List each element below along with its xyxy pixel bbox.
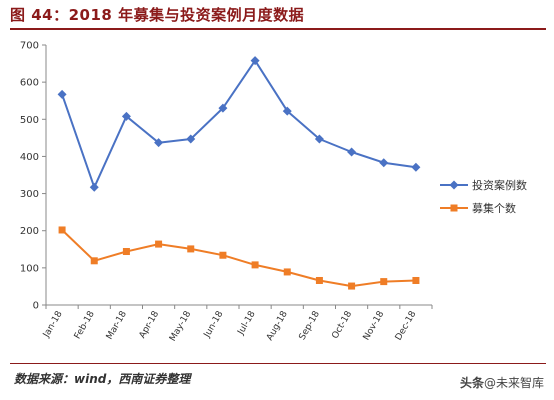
- watermark-handle: @未来智库: [483, 376, 544, 390]
- y-tick-label: 0: [33, 301, 39, 312]
- x-tick-label: Mar-18: [105, 309, 129, 341]
- data-point-diamond: [154, 138, 164, 148]
- x-tick-label: Apr-18: [138, 309, 162, 340]
- legend-label: 募集个数: [472, 201, 516, 215]
- data-point-square: [122, 248, 130, 256]
- x-tick-label: Jul-18: [236, 309, 258, 337]
- data-point-square: [58, 226, 66, 234]
- series-lines: [61, 59, 417, 288]
- watermark: 头条@未来智库: [460, 374, 544, 391]
- data-point-square: [283, 268, 291, 276]
- data-point-square: [348, 282, 356, 290]
- data-point-square: [315, 276, 323, 284]
- legend-marker-diamond: [449, 180, 459, 190]
- x-tick-label: Sep-18: [298, 309, 323, 342]
- x-tick-label: Feb-18: [73, 309, 97, 341]
- data-point-diamond: [347, 147, 357, 157]
- y-tick-label: 100: [20, 263, 39, 274]
- y-tick-label: 700: [20, 41, 39, 52]
- bottom-rule: [10, 363, 546, 364]
- x-tick-label: Oct-18: [330, 309, 354, 340]
- x-tick-label: Dec-18: [394, 309, 419, 342]
- data-point-diamond: [411, 162, 421, 172]
- data-point-diamond: [89, 182, 99, 192]
- y-tick-label: 200: [20, 226, 39, 237]
- data-point-diamond: [218, 103, 228, 113]
- legend-label: 投资案例数: [472, 178, 527, 192]
- data-point-diamond: [121, 111, 131, 121]
- data-point-diamond: [250, 56, 260, 66]
- page-title: 图 44：2018 年募集与投资案例月度数据: [10, 6, 305, 24]
- x-tick-label: Nov-18: [362, 309, 387, 342]
- y-tick-label: 400: [20, 152, 39, 163]
- data-point-square: [380, 278, 388, 286]
- data-point-diamond: [57, 89, 67, 99]
- legend-marker-square: [450, 204, 458, 212]
- x-tick-label: May-18: [168, 309, 193, 343]
- series-line-1: [61, 59, 417, 189]
- data-point-square: [187, 245, 195, 253]
- data-point-square: [219, 251, 227, 259]
- x-tick-label: Jun-18: [202, 309, 226, 340]
- x-tick-label: Jan-18: [41, 309, 65, 340]
- x-tick-label: Aug-18: [265, 309, 290, 342]
- chart-axes: 0 100 200 300 400 500 600 700 Jan-18 Feb-18 Mar-18…: [20, 41, 433, 343]
- source-note: 数据来源：wind，西南证券整理: [14, 372, 191, 386]
- data-point-diamond: [282, 106, 292, 116]
- watermark-brand: 头条: [459, 376, 484, 390]
- data-point-diamond: [186, 134, 196, 144]
- data-point-square: [412, 276, 420, 284]
- series-line-2: [61, 229, 416, 288]
- data-point-square: [251, 261, 259, 269]
- y-tick-label: 300: [20, 189, 39, 200]
- data-point-diamond: [314, 134, 324, 144]
- y-tick-label: 500: [20, 115, 39, 126]
- title-rule: [10, 28, 546, 30]
- series-markers: [57, 56, 421, 290]
- data-point-square: [155, 240, 163, 248]
- y-tick-label: 600: [20, 78, 39, 89]
- line-chart: 0 100 200 300 400 500 600 700 Jan-18 Feb-18 Mar-18…: [20, 41, 527, 344]
- data-point-diamond: [379, 158, 389, 168]
- data-point-square: [90, 257, 98, 265]
